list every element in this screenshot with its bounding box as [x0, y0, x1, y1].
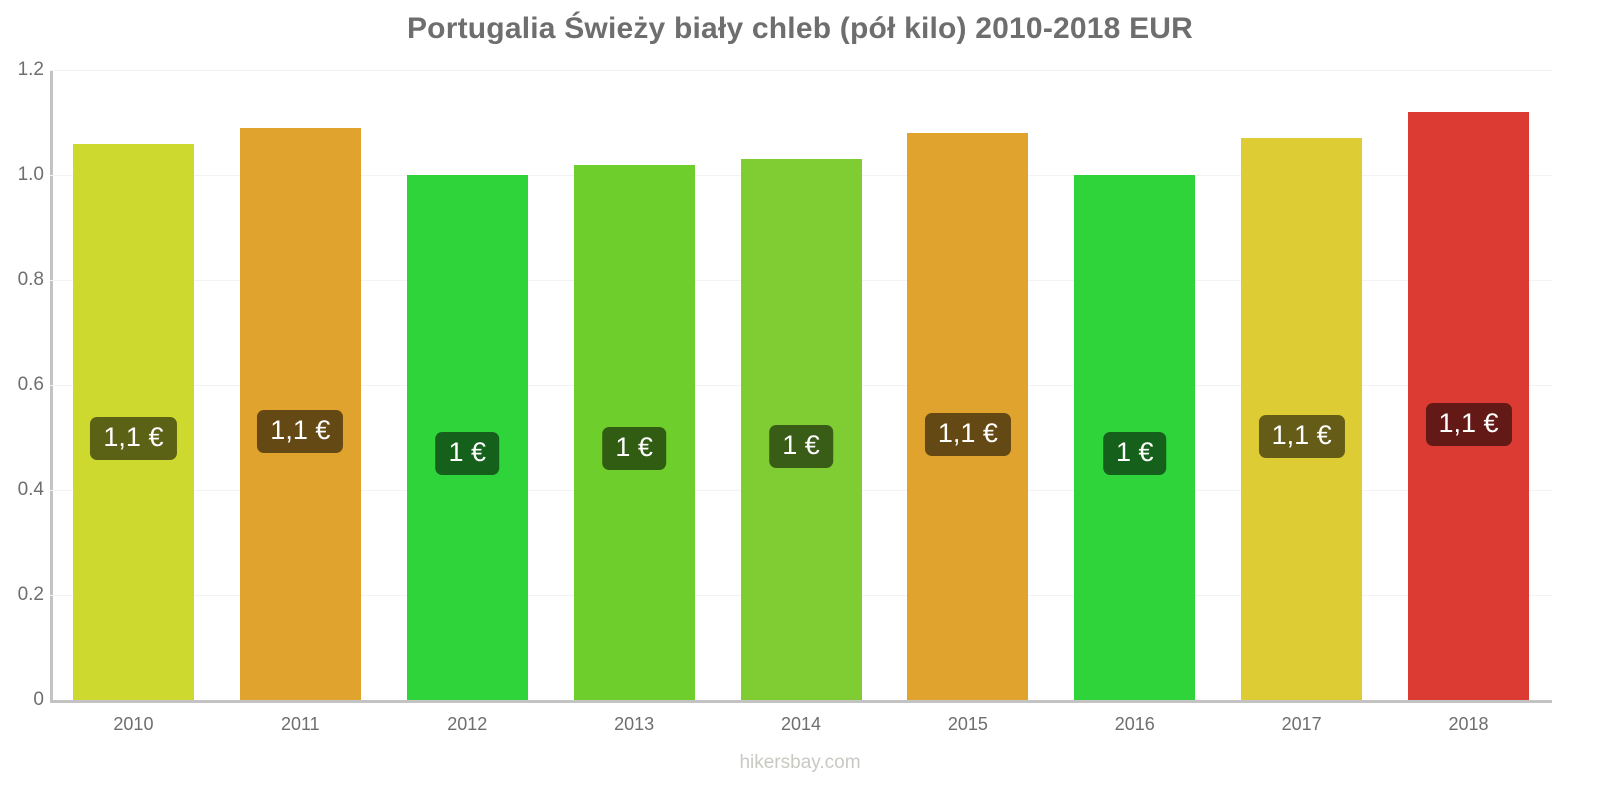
y-axis-tick-label: 1.0 [17, 164, 44, 185]
y-axis-tick-label: 0.6 [17, 374, 44, 395]
plot-area: 1,1 € 1,1 € 1 € 1 € 1 € 1,1 € 1 € 1,1 € 1,1 € [50, 70, 1552, 700]
x-axis-tick-label: 2018 [1448, 714, 1489, 734]
bar-value-label: 1 € [435, 432, 499, 476]
bar[interactable]: 1 € [573, 164, 695, 700]
x-axis-tick-label: 2014 [780, 714, 822, 734]
bar[interactable]: 1,1 € [72, 143, 194, 700]
x-axis-line [50, 700, 1552, 703]
x-axis-tick-label: 2017 [1281, 714, 1322, 734]
x-axis-tick-label: 2015 [947, 714, 988, 734]
footer-credit: hikersbay.com [739, 752, 861, 773]
y-axis-tick-label: 0.4 [17, 479, 44, 500]
x-axis-tick-label: 2016 [1114, 714, 1155, 734]
bar[interactable]: 1 € [740, 159, 862, 700]
bar-value-label: 1,1 € [1425, 402, 1512, 446]
x-axis-tick-label: 2011 [280, 714, 320, 734]
bar-value-label: 1,1 € [257, 410, 344, 454]
x-axis-tick-label: 2013 [614, 714, 655, 734]
bar-value-label: 1,1 € [1258, 414, 1345, 458]
bar[interactable]: 1,1 € [1241, 138, 1363, 700]
y-axis-tick-label: 0.2 [17, 584, 44, 605]
bar-value-label: 1 € [1102, 432, 1167, 476]
bar[interactable]: 1 € [1074, 175, 1196, 700]
y-axis-tick-labels: 0 0.2 0.4 0.6 0.8 1.0 1.2 [0, 0, 44, 800]
bar[interactable]: 1,1 € [239, 127, 361, 700]
y-axis-tick-label: 0 [33, 689, 44, 710]
gridline [50, 70, 1552, 71]
y-axis-line [50, 70, 53, 702]
bar[interactable]: 1,1 € [907, 133, 1029, 700]
bar[interactable]: 1,1 € [1408, 112, 1530, 700]
y-axis-tick-label: 1.2 [17, 59, 44, 80]
bar[interactable]: 1 € [406, 175, 528, 700]
bar-value-label: 1 € [769, 424, 833, 468]
bar-value-label: 1,1 € [924, 412, 1011, 456]
x-axis-tick-label: 2010 [113, 714, 154, 734]
y-axis-tick-label: 0.8 [17, 269, 44, 290]
x-axis-tick-label: 2012 [447, 714, 488, 734]
page-title: Portugalia Świeży biały chleb (pół kilo)… [406, 12, 1194, 45]
bar-value-label: 1 € [602, 427, 666, 471]
bar-value-label: 1,1 € [90, 417, 177, 461]
